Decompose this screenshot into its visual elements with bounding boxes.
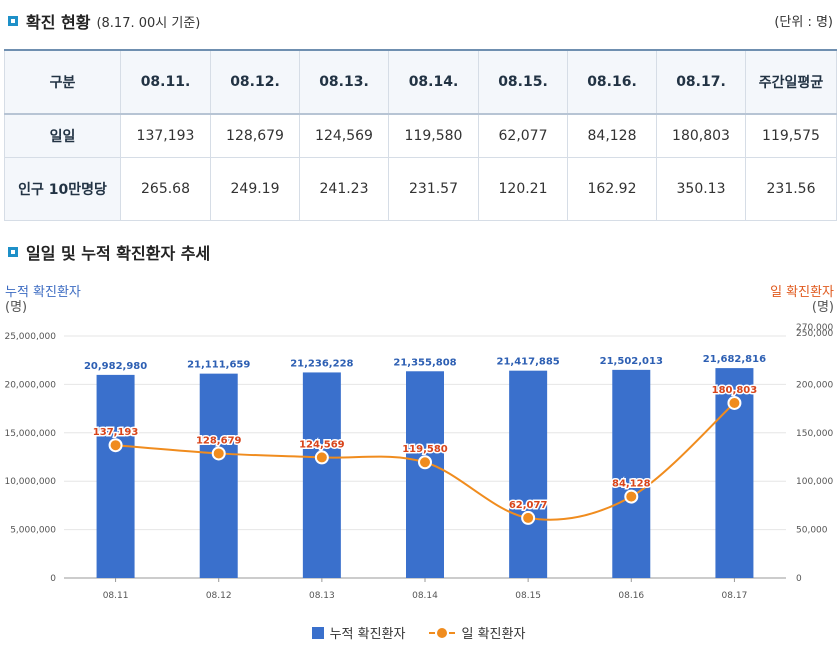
table-header: 08.16. [567,49,657,115]
bar [302,372,341,578]
right-axis-title: 일 확진환자 [770,285,834,300]
table-cell: 128,679 [210,113,300,158]
table-cell: 124,569 [299,113,389,158]
table-header: 08.12. [210,49,300,115]
table-cell: 231.57 [388,156,479,221]
right-axis-tick: 200,000 [796,380,833,390]
right-axis-tick: 100,000 [796,477,833,487]
row-label: 일일 [4,113,121,158]
line-data-label: 119,580 [402,444,448,455]
table-header: 08.14. [388,49,479,115]
x-axis-tick: 08.11 [103,591,129,601]
right-axis-tick: 150,000 [796,429,833,439]
x-axis-tick: 08.13 [309,591,335,601]
table-header: 08.15. [478,49,568,115]
left-axis-title: 누적 확진환자 [5,285,81,300]
line-point [727,395,742,410]
trend-section-title: 일일 및 누적 확진환자 추세 [8,240,210,264]
status-section-title: 확진 현황 (8.17. 00시 기준) [8,9,200,33]
table-cell: 119,575 [745,113,837,158]
status-table: 구분 08.11. 08.12. 08.13. 08.14. 08.15. 08… [4,49,837,221]
line-point [108,438,123,453]
x-axis-tick: 08.16 [618,591,644,601]
bar-data-label: 21,417,885 [497,357,560,368]
table-cell: 241.23 [299,156,389,221]
left-axis-unit: (명) [5,300,28,315]
left-axis-tick: 10,000,000 [4,477,56,487]
chart-legend: 누적 확진환자 일 확진환자 [0,623,837,642]
bar-data-label: 21,355,808 [393,357,456,368]
table-cell: 180,803 [656,113,746,158]
left-axis-tick: 20,000,000 [4,380,56,390]
line-point [211,446,226,461]
right-axis-tick: 0 [796,574,802,584]
table-header: 08.13. [299,49,389,115]
trend-chart: 0 5,000,000 10,000,000 15,000,000 20,000,000… [4,323,833,601]
x-axis-tick: 08.17 [722,591,748,601]
table-header: 08.11. [120,49,211,115]
bar [96,374,135,578]
table-cell: 137,193 [120,113,211,158]
line-point [418,455,432,470]
table-cell: 120.21 [478,156,568,221]
line-data-label: 84,128 [612,479,651,490]
legend-label: 누적 확진환자 [329,627,406,642]
right-axis-tick: 50,000 [796,526,828,536]
legend-line-swatch [429,627,456,639]
table-cell: 350.13 [656,156,746,221]
left-axis-tick: 0 [50,574,56,584]
bar-data-label: 21,236,228 [290,358,353,369]
table-cell: 265.68 [120,156,211,221]
line-data-label: 128,679 [196,435,242,446]
status-title: 확진 현황 [26,13,91,32]
table-cell: 162.92 [567,156,657,221]
row-label: 인구 10만명당 [4,156,121,221]
section-square-icon [8,16,18,26]
x-axis-tick: 08.15 [515,591,541,601]
legend-bar-swatch [311,626,324,639]
table-cell: 231.56 [745,156,837,221]
line-data-label: 137,193 [93,427,139,438]
line-data-label: 180,803 [712,385,758,396]
legend-item-daily[interactable]: 일 확진환자 [429,623,525,642]
left-axis-tick: 15,000,000 [4,429,56,439]
bar [612,369,651,578]
legend-item-cumulative[interactable]: 누적 확진환자 [311,623,406,642]
right-axis-unit: (명) [811,300,834,315]
bar-data-label: 21,502,013 [600,356,663,367]
table-cell: 249.19 [210,156,300,221]
table-header-row: 구분 08.11. 08.12. 08.13. 08.14. 08.15. 08… [4,49,837,115]
status-subtitle: (8.17. 00시 기준) [96,15,201,31]
bar-data-label: 20,982,980 [84,361,147,372]
left-axis-tick: 25,000,000 [4,332,56,342]
trend-title: 일일 및 누적 확진환자 추세 [26,244,211,263]
table-cell: 84,128 [567,113,657,158]
left-axis-tick: 5,000,000 [10,526,56,536]
bar [406,371,444,578]
unit-label: (단위 : 명) [774,15,833,30]
table-row: 일일 137,193 128,679 124,569 119,580 62,07… [4,113,837,158]
right-axis-tick: 250,000 [796,329,833,339]
table-header: 08.17. [656,49,746,115]
line-data-label: 124,569 [299,439,345,450]
right-axis-tick: 270,000 [796,323,833,333]
x-axis-tick: 08.12 [206,591,232,601]
x-axis-tick: 08.14 [412,591,438,601]
table-header: 주간일평균 [745,49,837,115]
bar [509,370,548,578]
bar-data-label: 21,111,659 [187,360,250,371]
line-point [314,450,329,465]
line-point [624,489,639,504]
table-row: 인구 10만명당 265.68 249.19 241.23 231.57 120… [4,156,837,221]
legend-label: 일 확진환자 [461,627,526,642]
section-square-icon [8,247,18,257]
bar-data-label: 21,682,816 [703,354,766,365]
table-cell: 119,580 [388,113,479,158]
line-data-label: 62,077 [509,500,548,511]
table-cell: 62,077 [478,113,568,158]
line-point [521,510,536,525]
bar [199,373,238,578]
table-header: 구분 [4,49,121,115]
